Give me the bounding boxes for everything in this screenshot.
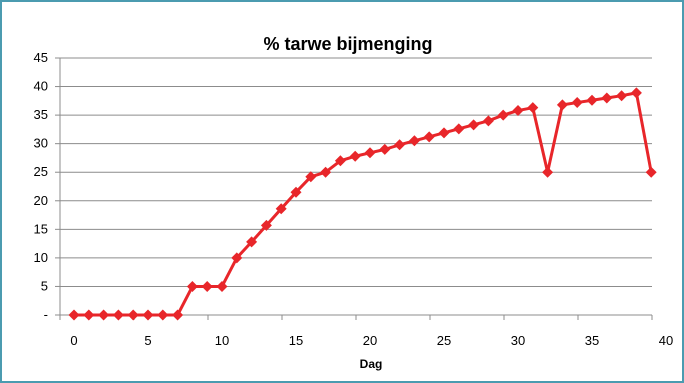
grid-lines bbox=[60, 57, 652, 287]
data-point-day-16 bbox=[305, 171, 317, 183]
data-point-day-7 bbox=[172, 309, 184, 321]
x-tick-label-35: 35 bbox=[585, 333, 599, 348]
data-point-day-13 bbox=[260, 219, 272, 231]
data-point-day-24 bbox=[423, 131, 435, 143]
data-point-day-12 bbox=[246, 236, 258, 248]
data-point-day-22 bbox=[394, 139, 406, 151]
x-tick-label-20: 20 bbox=[363, 333, 377, 348]
data-point-day-1 bbox=[83, 309, 95, 321]
data-point-day-19 bbox=[349, 150, 361, 162]
y-tick-label-10: 10 bbox=[34, 250, 48, 265]
y-tick-labels: - 5 10 15 20 25 30 35 40 45 bbox=[34, 50, 48, 322]
data-point-day-30 bbox=[512, 105, 524, 117]
data-point-day-23 bbox=[408, 135, 420, 147]
y-tick-label-35: 35 bbox=[34, 107, 48, 122]
data-point-day-5 bbox=[142, 309, 154, 321]
data-point-day-33 bbox=[556, 99, 568, 111]
data-point-day-2 bbox=[98, 309, 110, 321]
data-point-day-9 bbox=[201, 280, 213, 292]
data-point-day-8 bbox=[186, 280, 198, 292]
data-point-day-20 bbox=[364, 147, 376, 159]
y-tick-label-45: 45 bbox=[34, 50, 48, 65]
y-tick-label-25: 25 bbox=[34, 164, 48, 179]
y-tick-label-15: 15 bbox=[34, 221, 48, 236]
chart-title: % tarwe bijmenging bbox=[263, 34, 432, 54]
x-tick-label-15: 15 bbox=[289, 333, 303, 348]
y-tick-label-40: 40 bbox=[34, 79, 48, 94]
data-point-day-28 bbox=[482, 115, 494, 127]
x-tick-label-0: 0 bbox=[70, 333, 77, 348]
x-tick-label-10: 10 bbox=[215, 333, 229, 348]
y-tick-label-30: 30 bbox=[34, 136, 48, 151]
data-point-day-4 bbox=[127, 309, 139, 321]
data-point-day-17 bbox=[320, 166, 332, 178]
data-point-day-10 bbox=[216, 280, 228, 292]
data-point-day-29 bbox=[497, 109, 509, 121]
x-tick-label-5: 5 bbox=[144, 333, 151, 348]
data-point-day-39 bbox=[645, 166, 657, 178]
y-tick-label-5: 5 bbox=[41, 278, 48, 293]
data-point-day-32 bbox=[542, 166, 554, 178]
x-tick-labels: 0 5 10 15 20 25 30 35 40 bbox=[70, 333, 673, 348]
data-point-day-26 bbox=[453, 123, 465, 135]
data-point-day-35 bbox=[586, 94, 598, 106]
data-point-day-31 bbox=[527, 102, 539, 114]
data-point-day-14 bbox=[275, 203, 287, 215]
x-axis-title: Dag bbox=[360, 357, 383, 371]
series-group bbox=[68, 87, 657, 321]
data-point-day-6 bbox=[157, 309, 169, 321]
y-tick-label-20: 20 bbox=[34, 193, 48, 208]
series-line-0 bbox=[74, 91, 653, 317]
axes bbox=[55, 57, 653, 320]
data-point-day-25 bbox=[438, 127, 450, 139]
data-point-day-11 bbox=[231, 252, 243, 264]
data-point-day-18 bbox=[334, 155, 346, 167]
data-point-day-34 bbox=[571, 97, 583, 109]
x-tick-label-40: 40 bbox=[659, 333, 673, 348]
data-point-day-36 bbox=[601, 92, 613, 104]
data-point-day-3 bbox=[112, 309, 124, 321]
data-point-day-21 bbox=[379, 143, 391, 155]
x-tick-label-25: 25 bbox=[437, 333, 451, 348]
y-tick-label-0: - bbox=[44, 307, 48, 322]
data-point-day-38 bbox=[630, 87, 642, 99]
x-tick-label-30: 30 bbox=[511, 333, 525, 348]
data-point-day-15 bbox=[290, 186, 302, 198]
data-point-day-0 bbox=[68, 309, 80, 321]
data-point-day-27 bbox=[468, 119, 480, 131]
data-point-day-37 bbox=[616, 90, 628, 102]
